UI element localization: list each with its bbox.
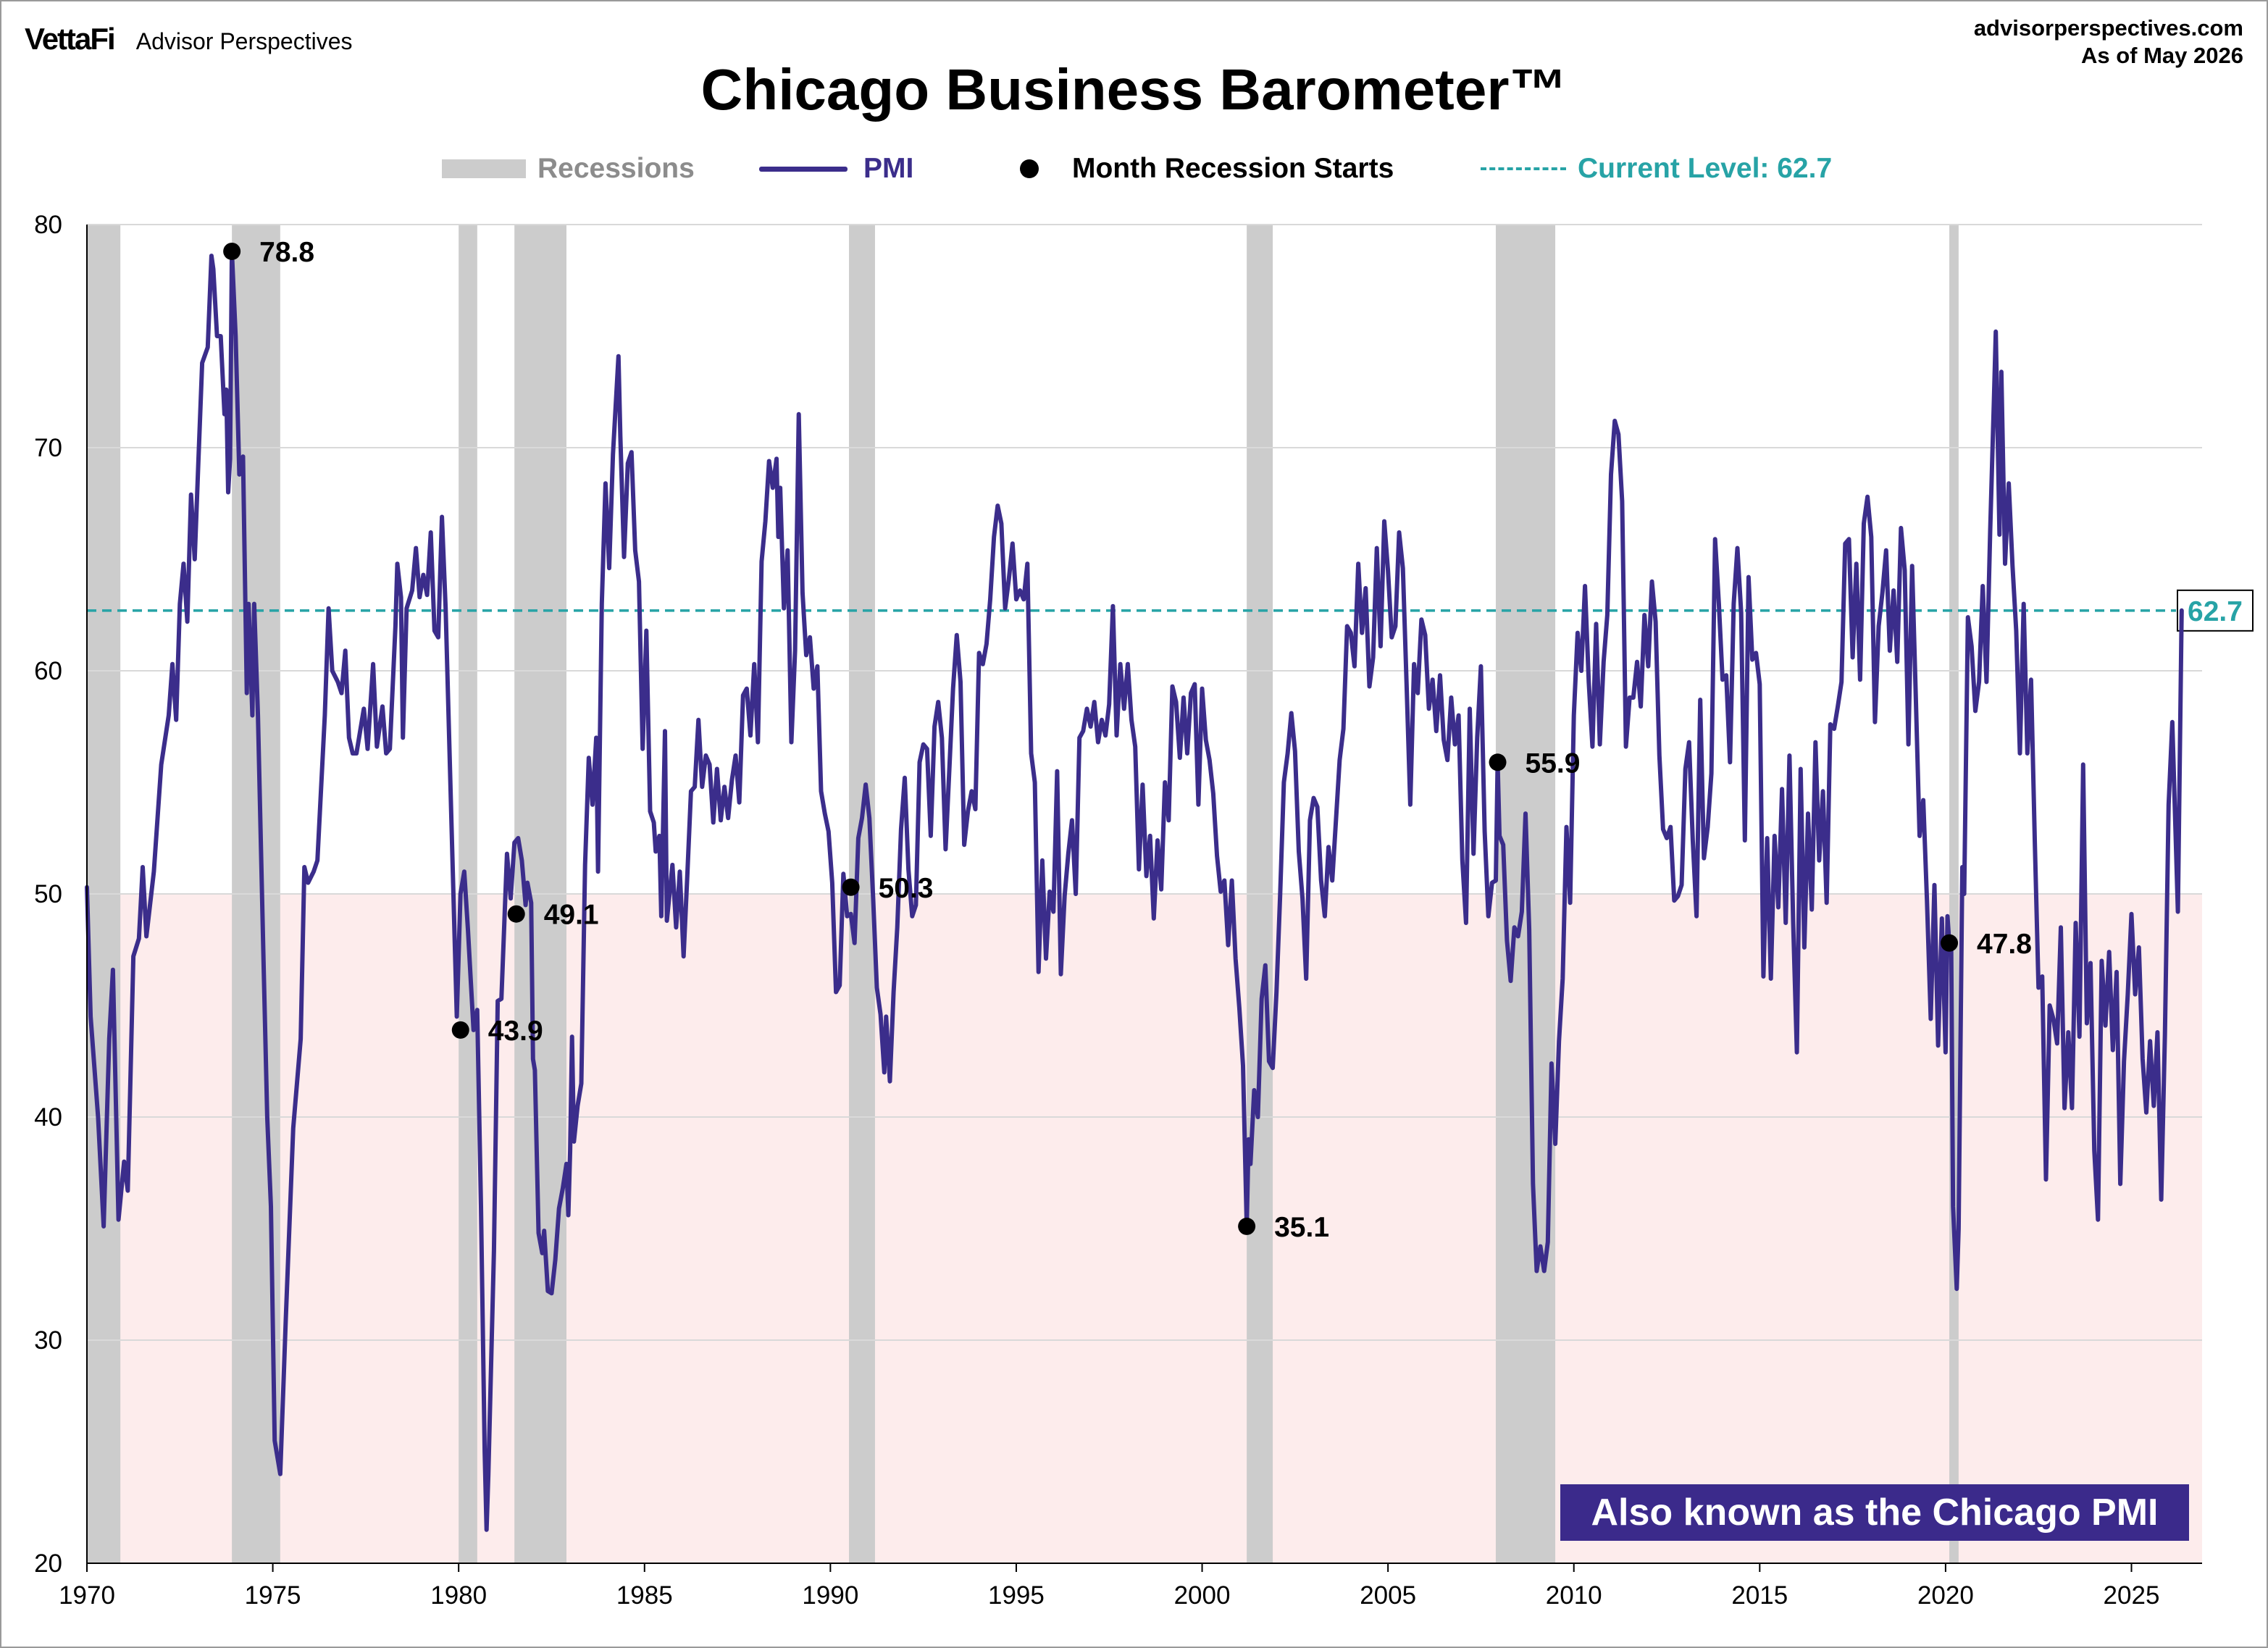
- pmi-line-layer: [85, 249, 2184, 1532]
- legend-current: Current Level: 62.7: [1481, 151, 1832, 187]
- x-tick-label: 1980: [430, 1581, 487, 1610]
- recession-start-dot: [1489, 753, 1507, 771]
- source-info: advisorperspectives.com As of May 2026: [1974, 14, 2243, 70]
- y-tick-label: 50: [34, 880, 62, 908]
- x-tick-label: 2000: [1174, 1581, 1231, 1610]
- brand: VettaFi Advisor Perspectives: [25, 22, 353, 57]
- y-tick-label: 80: [34, 211, 62, 239]
- x-tick-label: 2005: [1360, 1581, 1416, 1610]
- recession-swatch: [442, 159, 526, 178]
- gridlines-layer: [87, 224, 2202, 1341]
- recession-start-label: 43.9: [488, 1016, 543, 1047]
- legend-pmi: PMI: [759, 151, 913, 187]
- recession-start-label: 35.1: [1274, 1212, 1329, 1243]
- x-tick-label: 2015: [1731, 1581, 1788, 1610]
- legend-pmi-label: PMI: [863, 153, 914, 184]
- axes-layer: 20 30 40 50 60 70 80 1970 1975 1980 1985 1990 1995 20…: [34, 211, 2202, 1610]
- recession-start-dot: [1941, 934, 1959, 952]
- recession-start-dot: [507, 905, 525, 923]
- recession-start-dots-layer: 78.8 43.9 49.1 50.3 35.1 55.9 47.8: [223, 237, 2032, 1243]
- source-url: advisorperspectives.com: [1973, 15, 2243, 41]
- publisher-name: Advisor Perspectives: [135, 28, 353, 54]
- recession-start-label: 49.1: [544, 900, 599, 931]
- x-tick-label: 1970: [59, 1581, 115, 1610]
- recession-start-label: 78.8: [259, 237, 314, 268]
- y-tick-label: 40: [34, 1103, 62, 1132]
- contraction-zone-layer: [87, 894, 2202, 1563]
- x-tick-label: 1990: [802, 1581, 858, 1610]
- current-level-label: 62.7: [2188, 596, 2243, 627]
- recession-start-dot: [451, 1021, 469, 1039]
- current-level-swatch: [1481, 167, 1566, 170]
- pmi-series-line: [85, 249, 2184, 1532]
- legend: Recessions PMI Month Recession Starts Cu…: [0, 151, 2268, 187]
- recession-start-label: 55.9: [1526, 748, 1581, 779]
- x-tick-label: 2020: [1917, 1581, 1974, 1610]
- chicago-pmi-note: Also known as the Chicago PMI: [1560, 1484, 2189, 1541]
- recession-start-dot: [842, 878, 860, 896]
- contraction-zone: [87, 894, 2202, 1563]
- recession-start-dot: [223, 242, 241, 260]
- y-tick-label: 60: [34, 657, 62, 685]
- current-level-box: [2177, 589, 2254, 632]
- legend-recessions-label: Recessions: [537, 153, 695, 184]
- as-of-date: As of May 2026: [2081, 43, 2243, 68]
- chart-title: Chicago Business Barometer™: [700, 57, 1568, 122]
- y-tick-label: 70: [34, 434, 62, 462]
- x-tick-label: 1975: [245, 1581, 301, 1610]
- legend-starts-label: Month Recession Starts: [1072, 153, 1394, 184]
- legend-recessions: Recessions: [442, 151, 695, 187]
- legend-starts: Month Recession Starts: [985, 151, 1394, 187]
- recession-start-label: 47.8: [1977, 929, 2032, 960]
- legend-current-label: Current Level: 62.7: [1578, 153, 1833, 184]
- current-level-layer: 62.7: [87, 589, 2254, 632]
- y-tick-label: 30: [34, 1326, 62, 1355]
- x-tick-label: 1995: [988, 1581, 1045, 1610]
- pmi-line-swatch: [759, 166, 848, 172]
- y-tick-label: 20: [34, 1549, 62, 1578]
- recession-start-label: 50.3: [879, 873, 934, 904]
- x-tick-label: 2025: [2104, 1581, 2160, 1610]
- x-tick-label: 2010: [1546, 1581, 1602, 1610]
- vettafi-logo: VettaFi: [25, 22, 116, 56]
- recession-start-dot: [1238, 1217, 1256, 1235]
- start-dot-swatch: [1020, 159, 1039, 178]
- x-tick-label: 1985: [616, 1581, 673, 1610]
